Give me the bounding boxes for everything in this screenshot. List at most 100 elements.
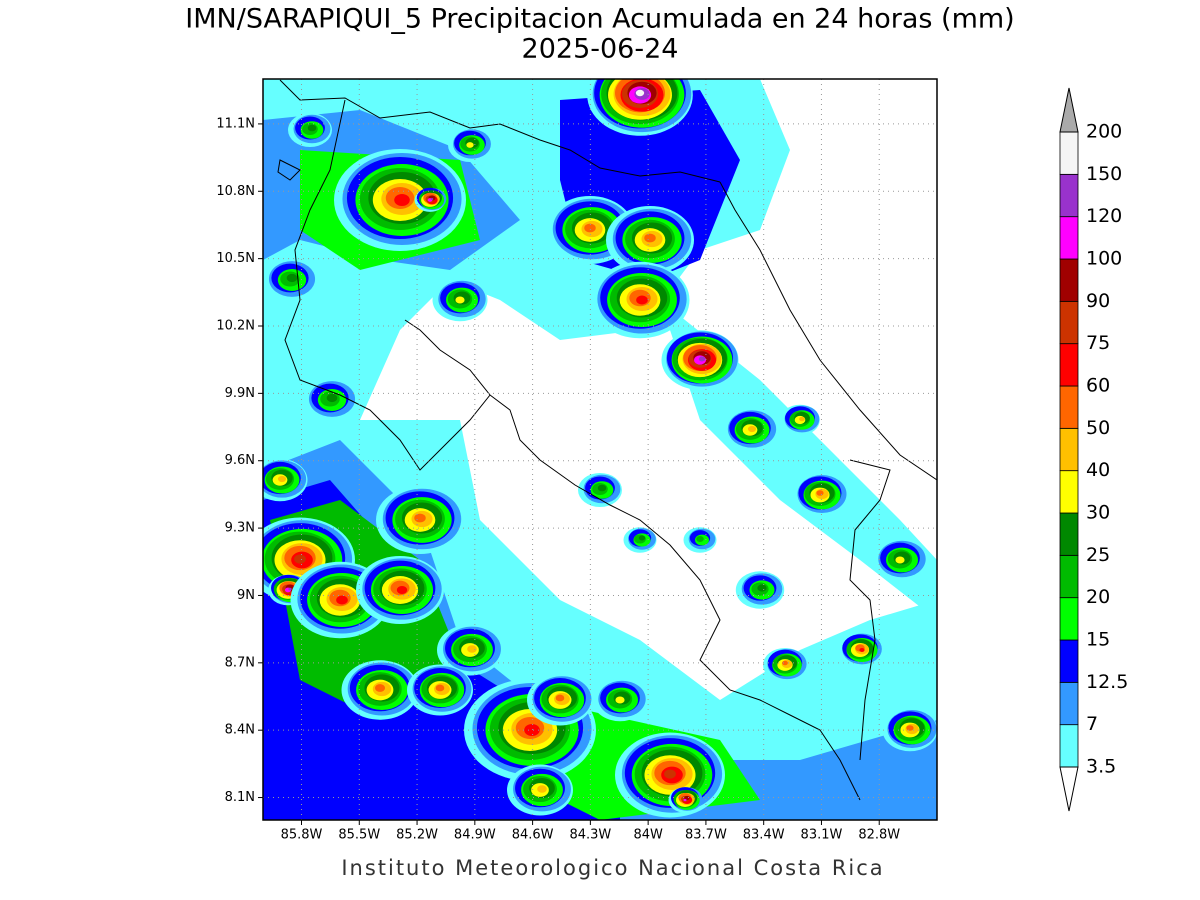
lon-tick-label: 85.5W [338,828,380,843]
precip-field [263,79,937,820]
colorbar-label: 20 [1086,586,1110,608]
precip-contour [799,416,805,422]
colorbar-over [1059,87,1079,133]
precip-contour [307,124,317,132]
precip-contour [374,684,386,692]
lat-tick-label: 9N [237,588,255,603]
precip-contour [698,356,706,362]
precip-contour [644,233,656,243]
colorbar-label: 75 [1086,332,1110,354]
pacific-coast [284,99,861,801]
precip-contour [467,645,477,653]
colorbar-label: 120 [1086,205,1122,227]
precip-contour [326,393,338,403]
colorbar-label: 7 [1086,713,1098,735]
footer: Instituto Meteorologico Nacional Costa R… [341,856,884,880]
plot-frame [262,78,938,821]
colorbar-box [1059,597,1079,641]
colorbar-label: 15 [1086,629,1110,651]
precip-contour [615,696,625,704]
lat-tick-label: 10.5N [216,251,255,266]
lat-tick-label: 10.8N [216,184,255,199]
precip-contour [435,684,445,692]
colorbar-box [1059,724,1079,768]
precip-contour [696,536,704,542]
colorbar-label: 50 [1086,417,1110,439]
precip-contour [757,584,767,592]
colorbar-label: 100 [1086,248,1122,270]
lat-tick-label: 9.3N [225,521,255,536]
precip-contour [638,535,646,541]
precip-contour [859,648,865,652]
lon-tick-label: 82.8W [858,828,900,843]
lon-tick-label: 83.7W [685,828,727,843]
precip-contour [816,490,824,496]
colorbar-box [1059,216,1079,260]
lat-tick-label: 8.1N [225,790,255,805]
lon-tick-label: 84.6W [512,828,554,843]
colorbar-box [1059,639,1079,683]
lon-tick-label: 83.1W [801,828,843,843]
precip-contour [895,556,905,564]
precip-contour [782,660,788,666]
colorbar-label: 90 [1086,290,1110,312]
colorbar-label: 200 [1086,121,1122,143]
precip-contour [683,798,687,802]
colorbar-box [1059,173,1079,218]
colorbar-box [1059,554,1079,599]
lon-tick-label: 84W [633,828,663,843]
precip-contour [455,296,465,304]
lon-tick-label: 85.8W [281,828,323,843]
colorbar-box [1059,343,1079,387]
colorbar-box [1059,470,1079,514]
grid: 8.1N 8.4N 8.7N 9N 9.3N 9.6N 9.9N 10.2N 10.5N 10.8… [216,79,937,843]
lat-tick-label: 8.4N [225,723,255,738]
coastlines [277,79,937,801]
colorbar-box [1059,681,1079,726]
colorbar-label: 3.5 [1086,756,1116,778]
colorbar-label: 150 [1086,163,1122,185]
precip-contour [336,595,348,605]
map-subtitle: 2025-06-24 [522,34,679,65]
colorbar-label: 25 [1086,544,1110,566]
colorbar-box [1059,427,1079,472]
caribbean-coast [719,181,937,481]
border [279,79,721,183]
map-title: IMN/SARAPIQUI_5 Precipitacion Acumulada … [185,4,1014,35]
lat-tick-label: 9.9N [225,386,255,401]
precip-contour [636,295,648,305]
colorbar-box [1059,131,1079,175]
precip-contour [524,724,540,736]
precip-contour [747,425,757,433]
lon-tick-label: 84.3W [569,828,611,843]
precip-contour [430,197,434,201]
colorbar-label: 40 [1086,459,1110,481]
precip-contour [906,725,914,731]
colorbar-label: 30 [1086,502,1110,524]
precip-contour [414,513,426,523]
colorbar-under [1059,766,1079,812]
lon-tick-label: 85.2W [396,828,438,843]
precip-contour [277,475,287,483]
precip-contour [466,142,474,148]
precip-contour [286,273,298,283]
colorbar-label: 12.5 [1086,671,1128,693]
colorbar-box [1059,258,1079,302]
lat-tick-label: 9.6N [225,453,255,468]
precip-contour [537,785,547,793]
colorbar-label: 60 [1086,375,1110,397]
lat-tick-label: 11.1N [216,116,255,131]
lake [277,159,301,181]
lat-tick-label: 10.2N [216,319,255,334]
precip-contour [396,586,408,594]
colorbar-box [1059,300,1079,345]
panama-border [849,459,891,761]
precip-contour [288,587,292,591]
lat-tick-label: 8.7N [225,655,255,670]
precip-contour [635,89,645,97]
colorbar-box [1059,512,1079,556]
colorbar: 3.5 7 12.5 15 20 25 30 40 50 60 75 90 100 120 150 200 [1059,87,1128,812]
precip-area [660,300,937,620]
colorbar-box [1059,385,1079,429]
